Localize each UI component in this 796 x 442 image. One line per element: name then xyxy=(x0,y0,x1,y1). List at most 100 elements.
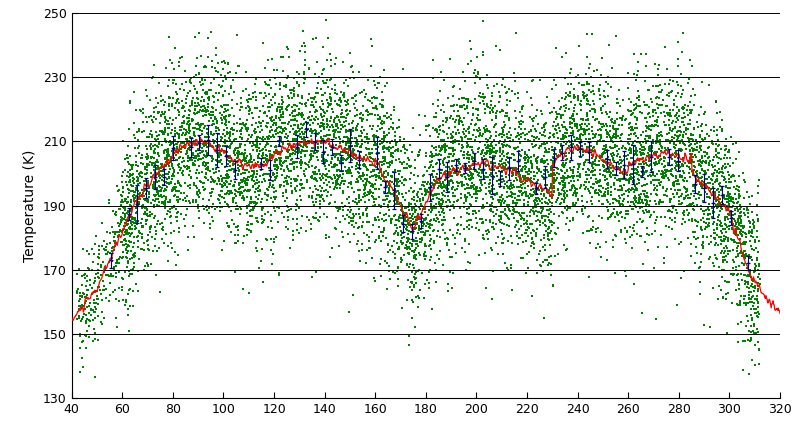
Point xyxy=(669,150,682,157)
Point xyxy=(88,309,100,316)
Point xyxy=(246,207,259,214)
Point xyxy=(725,208,738,215)
Point xyxy=(447,215,460,222)
Point xyxy=(533,166,545,173)
Point xyxy=(430,191,443,198)
Point xyxy=(403,202,416,209)
Point xyxy=(127,88,140,95)
Point xyxy=(563,106,576,113)
Point xyxy=(167,169,180,176)
Point xyxy=(142,245,154,252)
Point xyxy=(123,285,136,292)
Point xyxy=(481,143,494,150)
Point xyxy=(486,203,498,210)
Point xyxy=(276,163,289,170)
Point xyxy=(434,233,447,240)
Point xyxy=(557,164,570,171)
Point xyxy=(419,243,431,250)
Point xyxy=(229,187,242,194)
Point xyxy=(314,194,326,201)
Point xyxy=(110,262,123,269)
Point xyxy=(586,106,599,113)
Point xyxy=(164,56,177,63)
Point xyxy=(505,210,518,217)
Point xyxy=(525,175,537,182)
Point xyxy=(267,152,279,160)
Point xyxy=(477,146,490,153)
Point xyxy=(115,213,128,221)
Point xyxy=(340,145,353,152)
Point xyxy=(630,115,643,122)
Point xyxy=(196,127,209,134)
Point xyxy=(489,159,501,166)
Point xyxy=(685,156,698,164)
Point xyxy=(607,171,619,179)
Point xyxy=(663,122,676,129)
Point xyxy=(133,198,146,205)
Point xyxy=(391,180,404,187)
Point xyxy=(739,323,752,330)
Point xyxy=(280,148,293,155)
Point xyxy=(435,204,447,211)
Point xyxy=(625,130,638,137)
Point xyxy=(525,242,538,249)
Point xyxy=(136,235,149,242)
Point xyxy=(325,95,338,103)
Point xyxy=(557,118,570,126)
Point xyxy=(330,126,342,133)
Point xyxy=(519,175,532,182)
Point xyxy=(149,103,162,110)
Point xyxy=(184,79,197,86)
Point xyxy=(661,175,674,182)
Point xyxy=(113,232,126,239)
Point xyxy=(98,269,111,276)
Point xyxy=(650,214,663,221)
Point xyxy=(80,312,92,319)
Point xyxy=(290,188,302,195)
Point xyxy=(547,160,560,167)
Point xyxy=(152,110,165,117)
Point xyxy=(279,125,291,132)
Point xyxy=(738,223,751,230)
Point xyxy=(115,238,128,245)
Point xyxy=(192,169,205,176)
Point xyxy=(185,175,197,182)
Point xyxy=(295,120,307,127)
Point xyxy=(724,191,736,198)
Point xyxy=(230,193,243,200)
Point xyxy=(360,181,373,188)
Point xyxy=(572,172,584,179)
Point xyxy=(243,226,256,233)
Point xyxy=(136,169,149,176)
Point xyxy=(336,229,349,236)
Point xyxy=(736,276,748,283)
Point xyxy=(260,146,273,153)
Point xyxy=(733,263,746,270)
Point xyxy=(657,255,670,262)
Point xyxy=(307,120,320,127)
Point xyxy=(353,194,365,201)
Point xyxy=(751,255,763,262)
Point xyxy=(395,191,408,198)
Point xyxy=(413,132,426,139)
Point xyxy=(377,161,390,168)
Point xyxy=(337,190,349,197)
Point xyxy=(228,178,241,185)
Point xyxy=(138,210,150,217)
Point xyxy=(298,70,310,77)
Point xyxy=(210,125,223,132)
Point xyxy=(556,162,568,169)
Point xyxy=(310,132,323,139)
Point xyxy=(162,151,175,158)
Point xyxy=(557,197,570,204)
Point xyxy=(678,185,691,192)
Point xyxy=(249,202,262,210)
Point xyxy=(206,121,219,128)
Point xyxy=(380,183,393,190)
Point xyxy=(123,237,135,244)
Point xyxy=(544,166,557,173)
Point xyxy=(338,97,351,104)
Point xyxy=(400,224,413,231)
Point xyxy=(501,178,513,185)
Point xyxy=(405,169,418,176)
